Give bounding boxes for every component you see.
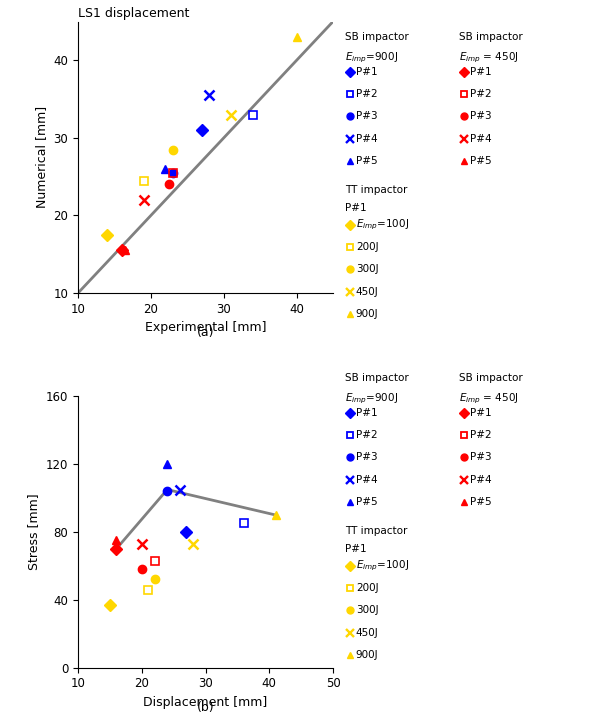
- Text: 450J: 450J: [356, 628, 379, 638]
- Text: $E_{imp}$ = 450J: $E_{imp}$ = 450J: [459, 50, 518, 65]
- Text: $E_{imp}$=100J: $E_{imp}$=100J: [356, 218, 409, 232]
- X-axis label: Experimental [mm]: Experimental [mm]: [145, 322, 266, 335]
- X-axis label: Displacement [mm]: Displacement [mm]: [143, 696, 268, 709]
- Text: $E_{imp}$=900J: $E_{imp}$=900J: [345, 391, 398, 406]
- Text: 900J: 900J: [356, 309, 379, 319]
- Y-axis label: Numerical [mm]: Numerical [mm]: [35, 106, 48, 208]
- Text: P#5: P#5: [356, 156, 377, 166]
- Text: 300J: 300J: [356, 605, 379, 615]
- Text: P#1: P#1: [470, 408, 491, 418]
- Text: TT impactor: TT impactor: [345, 185, 407, 195]
- Text: P#1: P#1: [345, 544, 367, 554]
- Text: P#4: P#4: [356, 134, 377, 144]
- Text: P#5: P#5: [356, 497, 377, 507]
- Text: P#1: P#1: [345, 203, 367, 213]
- Text: LS1 displacement: LS1 displacement: [78, 7, 190, 20]
- Text: (a): (a): [197, 327, 214, 340]
- Text: P#2: P#2: [470, 89, 491, 99]
- Text: 200J: 200J: [356, 583, 379, 593]
- Text: P#4: P#4: [470, 134, 491, 144]
- Text: P#3: P#3: [356, 452, 377, 462]
- Text: P#1: P#1: [356, 408, 377, 418]
- Text: 900J: 900J: [356, 650, 379, 660]
- Y-axis label: Stress [mm]: Stress [mm]: [28, 494, 40, 570]
- Text: 450J: 450J: [356, 286, 379, 297]
- Text: $E_{imp}$=100J: $E_{imp}$=100J: [356, 559, 409, 573]
- Text: SB impactor: SB impactor: [459, 32, 523, 42]
- Text: P#3: P#3: [470, 111, 491, 121]
- Text: P#5: P#5: [470, 156, 491, 166]
- Text: P#4: P#4: [470, 475, 491, 485]
- Text: SB impactor: SB impactor: [459, 373, 523, 383]
- Text: P#1: P#1: [470, 67, 491, 77]
- Text: P#2: P#2: [356, 89, 377, 99]
- Text: P#5: P#5: [470, 497, 491, 507]
- Text: P#1: P#1: [356, 67, 377, 77]
- Text: SB impactor: SB impactor: [345, 32, 409, 42]
- Text: P#2: P#2: [470, 430, 491, 440]
- Text: TT impactor: TT impactor: [345, 526, 407, 536]
- Text: $E_{imp}$ = 450J: $E_{imp}$ = 450J: [459, 391, 518, 406]
- Text: 300J: 300J: [356, 264, 379, 274]
- Text: SB impactor: SB impactor: [345, 373, 409, 383]
- Text: P#2: P#2: [356, 430, 377, 440]
- Text: (b): (b): [197, 701, 214, 714]
- Text: P#4: P#4: [356, 475, 377, 485]
- Text: 200J: 200J: [356, 242, 379, 252]
- Text: P#3: P#3: [470, 452, 491, 462]
- Text: P#3: P#3: [356, 111, 377, 121]
- Text: $E_{imp}$=900J: $E_{imp}$=900J: [345, 50, 398, 65]
